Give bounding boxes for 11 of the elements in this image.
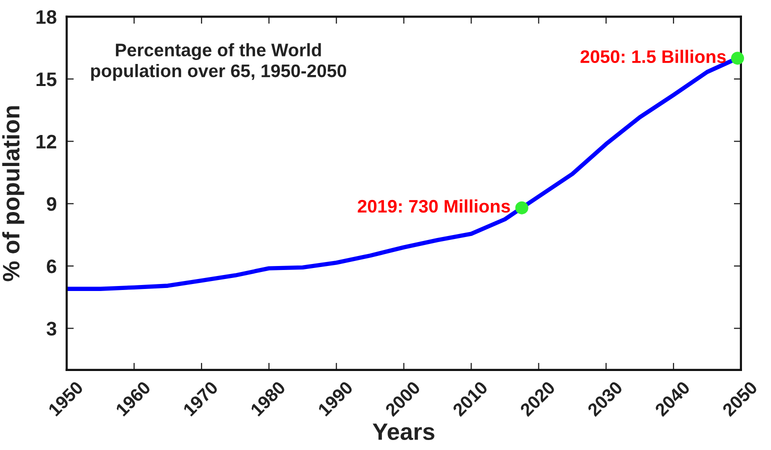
- x-axis-title: Years: [372, 424, 434, 440]
- y-tick-label: 6: [46, 259, 56, 274]
- y-tick-label: 12: [36, 134, 56, 148]
- annotation: 2019: 730 Millions: [358, 199, 510, 213]
- annotation: 2050: 1.5 Billions: [580, 50, 726, 64]
- y-axis-title: % of population: [2, 106, 24, 282]
- y-tick-label: 15: [36, 72, 56, 86]
- y-tick-label: 18: [36, 10, 56, 24]
- y-tick-label: 3: [46, 322, 56, 336]
- text: Percentage of the World population over 65, 1950-2050: [91, 43, 346, 81]
- y-tick-label: 9: [46, 197, 56, 211]
